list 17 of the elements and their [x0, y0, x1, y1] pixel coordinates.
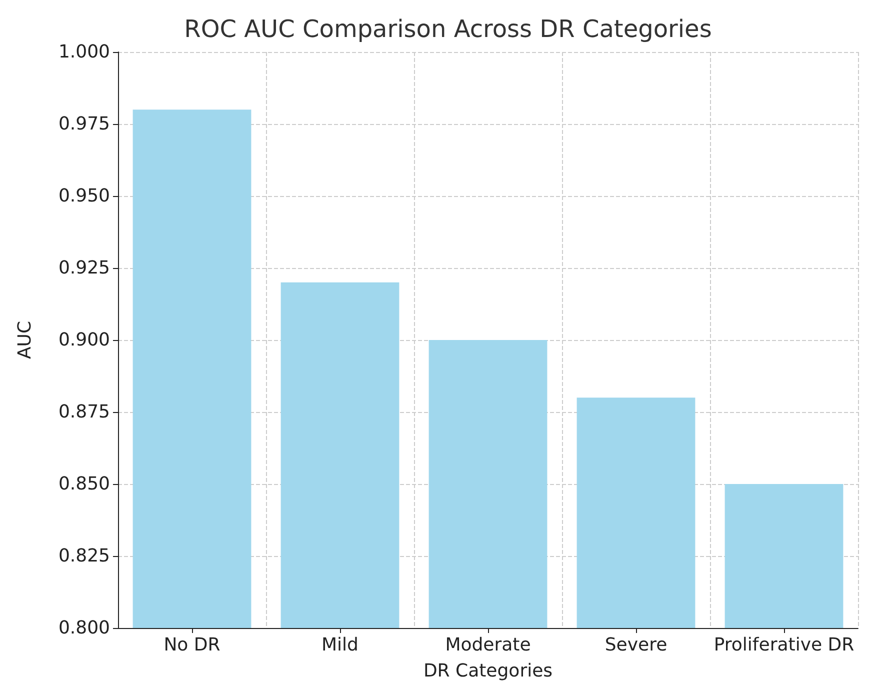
y-tick-label: 0.850 — [58, 474, 110, 494]
x-tick-label: Mild — [322, 634, 358, 656]
x-axis-title: DR Categories — [423, 660, 553, 682]
y-tick-label: 0.800 — [58, 618, 110, 638]
y-axis-title: AUC — [14, 320, 36, 360]
x-tick-label: No DR — [164, 634, 220, 656]
y-tick-label: 0.975 — [58, 114, 110, 134]
y-tick-label: 0.875 — [58, 402, 110, 422]
y-tick-label: 0.825 — [58, 546, 110, 566]
x-tick-label: Proliferative DR — [714, 634, 854, 656]
y-tick-label: 0.900 — [58, 330, 110, 350]
x-tick-label: Severe — [604, 634, 668, 656]
chart-title: ROC AUC Comparison Across DR Categories — [184, 15, 712, 43]
y-tick-label: 1.000 — [58, 42, 110, 62]
y-tick-label: 0.950 — [58, 186, 110, 206]
x-tick-label: Moderate — [445, 634, 531, 656]
y-tick-label: 0.925 — [58, 258, 110, 278]
